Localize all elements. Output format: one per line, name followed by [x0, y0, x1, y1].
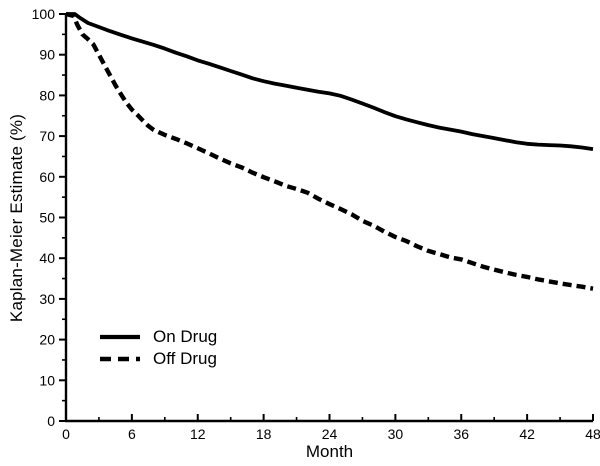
- y-tick-label: 60: [39, 169, 55, 185]
- x-axis-title: Month: [305, 442, 354, 461]
- solid-line-swatch: [100, 334, 140, 340]
- legend-label-off-drug: Off Drug: [153, 349, 217, 368]
- dashed-line-swatch: [100, 356, 140, 362]
- y-tick-label: 40: [39, 250, 55, 266]
- x-tick-label: 30: [388, 426, 404, 442]
- legend-item-on-drug: On Drug: [99, 326, 217, 348]
- y-tick-label: 70: [39, 128, 55, 144]
- y-tick-label: 90: [39, 47, 55, 63]
- y-tick-label: 10: [39, 372, 55, 388]
- y-tick-label: 20: [39, 332, 55, 348]
- x-tick-label: 24: [322, 426, 338, 442]
- x-tick-label: 0: [62, 426, 70, 442]
- series-line-off-drug: [65, 11, 594, 291]
- legend-item-off-drug: Off Drug: [99, 348, 217, 370]
- x-tick-label: 48: [585, 426, 600, 442]
- x-tick-label: 36: [453, 426, 469, 442]
- x-tick-label: 42: [519, 426, 535, 442]
- series-line-on-drug: [66, 12, 594, 151]
- legend-label-on-drug: On Drug: [153, 327, 218, 346]
- y-tick-label: 0: [47, 413, 55, 429]
- y-tick-label: 80: [39, 87, 55, 103]
- y-tick-label: 50: [39, 210, 55, 226]
- x-tick-label: 12: [190, 426, 206, 442]
- legend: On Drug Off Drug: [99, 326, 217, 370]
- y-tick-label: 30: [39, 291, 55, 307]
- y-tick-label: 100: [32, 6, 56, 22]
- x-tick-label: 18: [256, 426, 272, 442]
- x-tick-label: 6: [128, 426, 136, 442]
- y-axis-title: Kaplan-Meier Estimate (%): [7, 113, 26, 323]
